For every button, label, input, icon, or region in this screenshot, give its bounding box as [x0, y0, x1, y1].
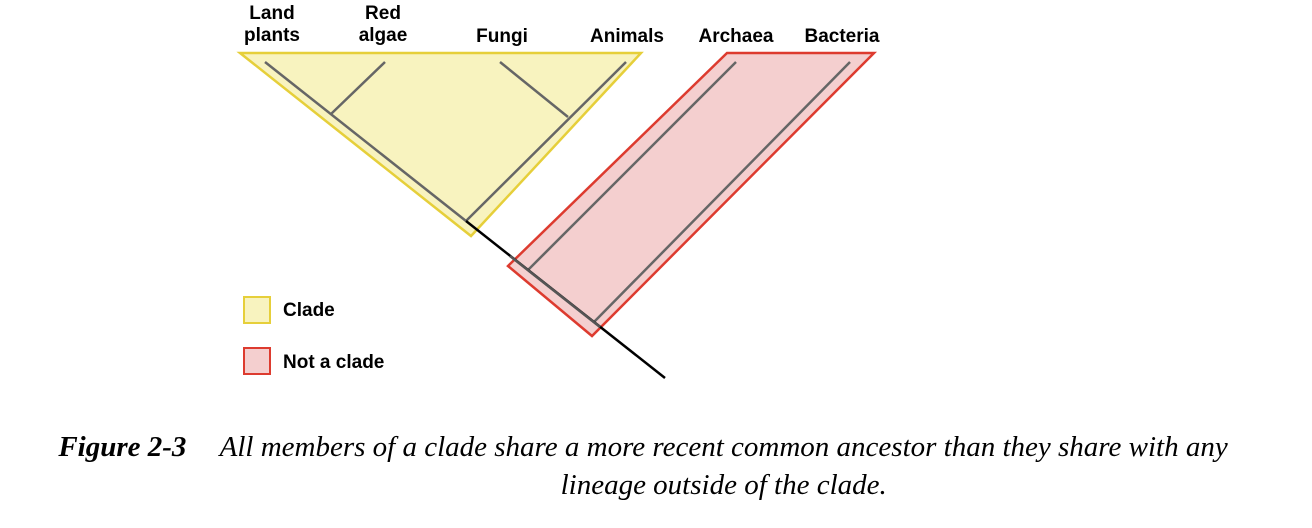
- branch-red-algae: [330, 61, 386, 115]
- taxon-label-bacteria: Bacteria: [804, 26, 880, 47]
- taxon-label-land-plants: Land plants: [244, 3, 300, 46]
- branch-fungi: [499, 61, 569, 118]
- root-branch-inner: [509, 255, 601, 328]
- not-clade-highlight: [506, 51, 878, 338]
- caption-text: All members of a clade share a more rece…: [219, 431, 1228, 501]
- branch-land-plants: [264, 61, 467, 222]
- branch-archaea: [527, 61, 737, 271]
- branch-bacteria: [593, 61, 851, 323]
- legend-swatch-clade: [243, 296, 271, 324]
- clade-highlight: [236, 51, 644, 238]
- branch-animals: [465, 61, 627, 222]
- taxon-label-fungi: Fungi: [476, 26, 528, 47]
- legend-label-not-clade: Not a clade: [283, 352, 385, 373]
- legend-label-clade: Clade: [283, 300, 335, 321]
- taxon-label-red-algae: Red algae: [358, 3, 408, 46]
- taxon-label-animals: Animals: [590, 26, 664, 47]
- figure-caption: Figure 2-3 All members of a clade share …: [0, 428, 1312, 504]
- taxon-label-archaea: Archaea: [698, 26, 774, 47]
- legend-swatch-not-clade: [243, 347, 271, 375]
- figure-number: Figure 2-3: [58, 431, 187, 463]
